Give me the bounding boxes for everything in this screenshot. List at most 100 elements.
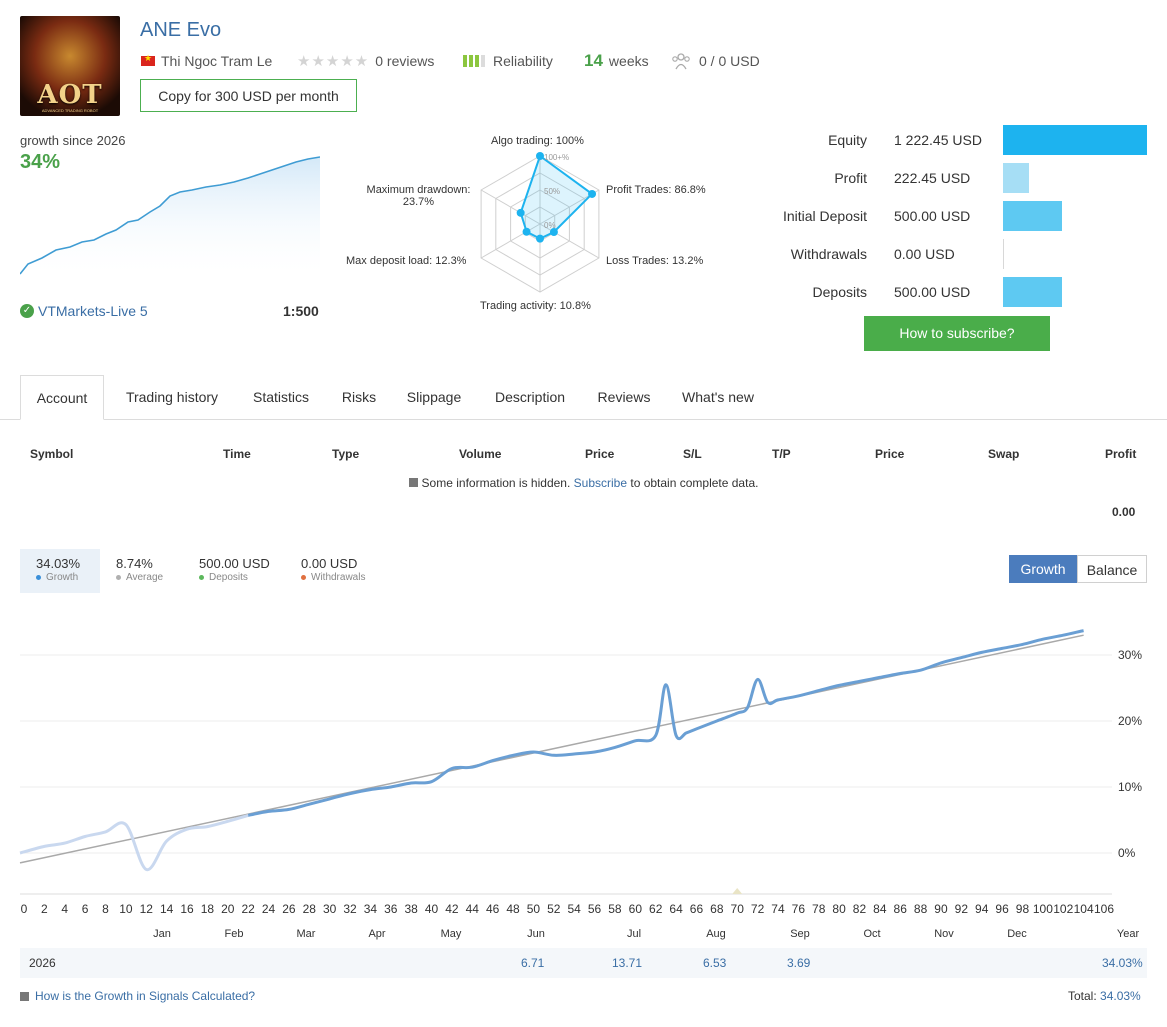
mini-growth-chart[interactable] <box>20 150 320 280</box>
col-type[interactable]: Type <box>332 447 360 461</box>
average-dot-icon <box>116 574 121 580</box>
growth-chart[interactable]: 0%10%20%30%0 2 4 6 8 10 12 14 16 18 20 22 24 26 28 30 32… <box>0 600 1167 945</box>
x-tick-label: 64 <box>669 902 683 916</box>
stat-bar-2 <box>1003 201 1062 231</box>
radar-ring-0-label: 0% <box>544 221 556 230</box>
col-profit[interactable]: Profit <box>1105 447 1137 461</box>
summary-deposits-chip[interactable]: 500.00 USD Deposits <box>183 549 286 593</box>
summary-average-chip[interactable]: 8.74% Average <box>100 549 179 593</box>
author-name[interactable]: Thi Ngoc Tram Le <box>161 53 273 69</box>
x-tick-label: 52 <box>547 902 561 916</box>
x-tick-label: 14 <box>160 902 174 916</box>
x-tick-label: 44 <box>466 902 480 916</box>
radar-label-drawdown-value: 23.7% <box>402 196 435 208</box>
subscribers-icon <box>672 53 690 70</box>
x-tick-label: 94 <box>975 902 989 916</box>
balance-toggle-button[interactable]: Balance <box>1077 555 1147 583</box>
reliability-block: Reliability <box>463 52 553 70</box>
month-label: Mar <box>297 928 316 940</box>
month-label: May <box>441 928 462 940</box>
reviews-count[interactable]: 0 reviews <box>375 53 435 69</box>
copy-subscription-button[interactable]: Copy for 300 USD per month <box>140 79 357 112</box>
col-price-current[interactable]: Price <box>875 447 905 461</box>
col-price-open[interactable]: Price <box>585 447 615 461</box>
x-tick-label: 56 <box>588 902 602 916</box>
year-jul-value: 13.71 <box>612 956 643 970</box>
x-tick-label: 76 <box>792 902 806 916</box>
tab-trading-history[interactable]: Trading history <box>125 389 219 405</box>
x-tick-label: 106 <box>1094 902 1114 916</box>
growth-toggle-button[interactable]: Growth <box>1009 555 1077 583</box>
avatar-logo-text: AOT <box>37 80 103 110</box>
vietnam-flag-icon <box>141 53 155 66</box>
x-tick-label: 30 <box>323 902 337 916</box>
x-tick-label: 48 <box>506 902 520 916</box>
broker-name[interactable]: VTMarkets-Live 5 <box>38 303 148 319</box>
footer-total-value: 34.03% <box>1100 989 1141 1003</box>
stat-label-1: Profit <box>834 170 867 186</box>
subscribers-block: 0 / 0 USD <box>671 52 760 70</box>
reviews-block[interactable]: ★★★★★ 0 reviews <box>297 52 434 70</box>
summary-growth-label-row: Growth <box>36 572 84 583</box>
summary-growth-chip[interactable]: 34.03% Growth <box>20 549 100 593</box>
author-block[interactable]: Thi Ngoc Tram Le <box>141 52 272 70</box>
radar-polygon <box>519 154 594 240</box>
col-time[interactable]: Time <box>223 447 251 461</box>
x-tick-label: 68 <box>710 902 724 916</box>
growth-calc-link[interactable]: How is the Growth in Signals Calculated? <box>35 989 256 1003</box>
summary-withdrawals-chip[interactable]: 0.00 USD Withdrawals <box>285 549 381 593</box>
lock-icon <box>408 478 418 488</box>
stat-label-3: Withdrawals <box>790 246 867 262</box>
x-tick-label: 22 <box>241 902 255 916</box>
col-symbol[interactable]: Symbol <box>30 447 74 461</box>
growth-dot-icon <box>36 574 41 580</box>
stat-value-3: 0.00 USD <box>894 246 955 262</box>
col-tp[interactable]: T/P <box>772 447 791 461</box>
x-tick-label: 4 <box>61 902 68 916</box>
event-marker-icon[interactable] <box>732 888 743 894</box>
radar-label-profit: Profit Trades: 86.8% <box>606 184 706 196</box>
tab-account[interactable]: Account <box>20 375 104 420</box>
signal-title[interactable]: ANE Evo <box>140 19 222 41</box>
x-tick-label: 90 <box>934 902 948 916</box>
col-swap[interactable]: Swap <box>988 447 1020 461</box>
month-label: Sep <box>790 928 810 940</box>
radar-chart[interactable]: 100+% 50% 0% <box>470 150 610 310</box>
tab-slippage[interactable]: Slippage <box>406 389 462 405</box>
x-tick-label: 26 <box>282 902 296 916</box>
x-tick-label: 34 <box>364 902 378 916</box>
col-volume[interactable]: Volume <box>459 447 502 461</box>
x-tick-label: 72 <box>751 902 765 916</box>
x-tick-label: 88 <box>914 902 928 916</box>
radar-point-0 <box>536 152 544 160</box>
stat-label-2: Initial Deposit <box>782 208 867 224</box>
x-tick-label: 74 <box>771 902 785 916</box>
radar-axis-2 <box>539 223 600 259</box>
how-to-subscribe-button[interactable]: How to subscribe? <box>864 316 1050 351</box>
tab-statistics[interactable]: Statistics <box>252 389 309 405</box>
month-label: Jun <box>527 928 545 940</box>
growth-since-label: growth since 2026 <box>20 133 126 148</box>
x-tick-label: 84 <box>873 902 887 916</box>
broker-link[interactable]: ✓ VTMarkets-Live 5 <box>20 303 148 319</box>
month-label: Year <box>1117 928 1140 940</box>
tab-whats-new[interactable]: What's new <box>682 389 754 405</box>
subscribe-link[interactable]: Subscribe <box>573 476 628 490</box>
summary-growth-value: 34.03% <box>36 556 81 571</box>
summary-withdrawals-label: Withdrawals <box>311 572 366 583</box>
leverage-value: 1:500 <box>283 303 319 319</box>
tab-risks[interactable]: Risks <box>341 389 377 405</box>
mini-chart-area <box>20 157 320 280</box>
tab-reviews[interactable]: Reviews <box>597 389 651 405</box>
tab-description[interactable]: Description <box>494 389 566 405</box>
year-jun-value: 6.71 <box>521 956 545 970</box>
stat-value-1: 222.45 USD <box>894 170 971 186</box>
radar-ring-100-label: 100+% <box>544 153 569 162</box>
profit-total: 0.00 <box>1112 505 1136 519</box>
x-tick-label: 60 <box>629 902 643 916</box>
month-label: Dec <box>1007 928 1027 940</box>
growth-calc-help[interactable]: How is the Growth in Signals Calculated? <box>20 989 255 1003</box>
stat-bar-0 <box>1003 125 1147 155</box>
stat-label-4: Deposits <box>812 284 867 300</box>
col-sl[interactable]: S/L <box>683 447 702 461</box>
